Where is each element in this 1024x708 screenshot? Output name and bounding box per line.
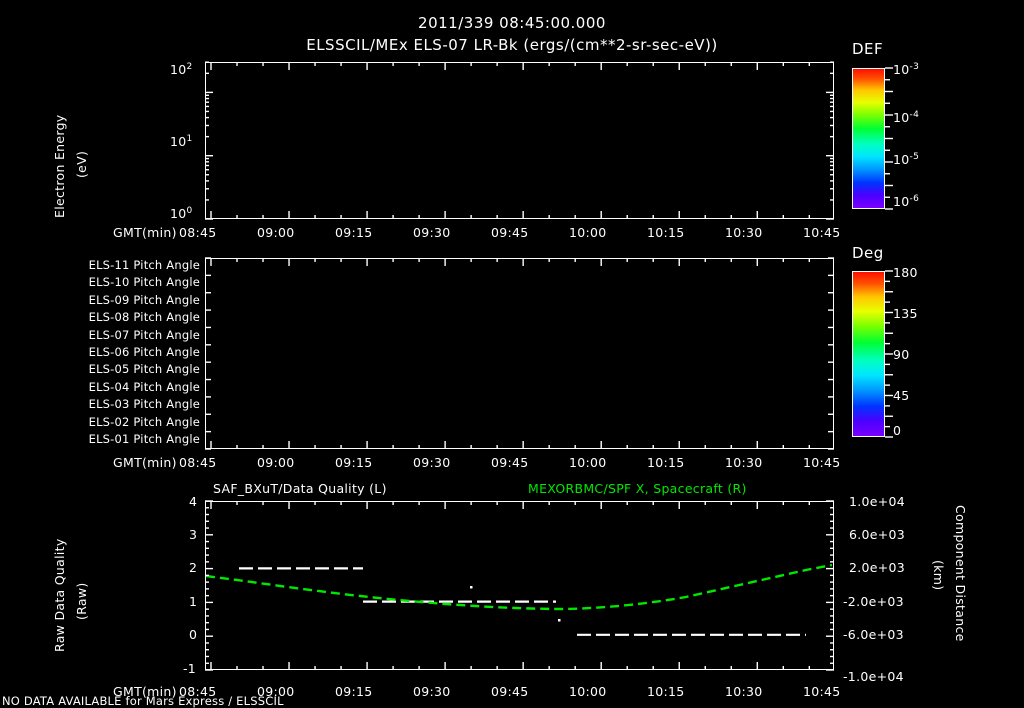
energy-ylabel-units: (eV) [74, 151, 101, 193]
xtick-label: 09:15 [335, 225, 373, 240]
xtick-label: 08:45 [179, 225, 217, 240]
pitch-row-label: ELS-09 Pitch Angle [88, 292, 200, 307]
colorbar-deg-tick: 135 [893, 306, 918, 321]
energy-ytick-1: 100 [170, 206, 193, 222]
quality-ytick: 1 [189, 594, 198, 609]
energy-xtick-labels: 08:45 09:00 09:15 09:30 09:45 10:00 10:1… [179, 225, 840, 241]
pitch-row-label: ELS-10 Pitch Angle [88, 275, 200, 290]
data-quality-trace [239, 567, 806, 636]
quality-ylabel-units: (Raw) [74, 582, 112, 635]
colorbar-def-tick: 10-5 [893, 152, 920, 168]
xtick-label: 08:45 [179, 455, 217, 470]
colorbar-def[interactable] [852, 68, 885, 209]
colorbar-def-tick: 10-3 [893, 62, 920, 78]
energy-xaxis-label: GMT(min) [113, 225, 177, 240]
quality-ytick-right: -2.0e+03 [843, 594, 904, 609]
quality-ytick: 4 [189, 494, 198, 509]
pitch-row-label: ELS-06 Pitch Angle [88, 344, 200, 359]
pitch-xaxis-label: GMT(min) [113, 455, 177, 470]
quality-ylabel-right-units: (km) [931, 560, 976, 590]
header-datetime: 2011/339 08:45:00.000 [418, 14, 606, 32]
xtick-label: 09:00 [257, 455, 295, 470]
colorbar-def-tick: 10-6 [893, 194, 920, 210]
xtick-label: 08:45 [179, 684, 217, 699]
xtick-label: 10:45 [803, 684, 841, 699]
trace-marker [470, 586, 473, 589]
xtick-label: 09:45 [491, 225, 529, 240]
pitch-row-labels: ELS-11 Pitch Angle ELS-10 Pitch Angle EL… [68, 257, 200, 448]
energy-ytick-100: 102 [170, 62, 193, 78]
quality-ytick: 3 [189, 527, 198, 542]
colorbar-deg-title: Deg [852, 244, 884, 262]
xtick-label: 10:00 [569, 684, 607, 699]
quality-ylabel: Raw Data Quality [52, 538, 166, 667]
energy-spectrogram-panel[interactable] [205, 62, 834, 219]
quality-ylabel-line1: Raw Data Quality [52, 538, 67, 652]
pitch-row-label: ELS-05 Pitch Angle [88, 362, 200, 377]
pitch-angle-panel[interactable] [205, 258, 834, 449]
xtick-label: 09:45 [491, 684, 529, 699]
quality-ytick-right: 1.0e+04 [849, 494, 906, 509]
xtick-label: 10:15 [647, 455, 685, 470]
energy-panel-ticks [205, 62, 834, 219]
xtick-label: 10:00 [569, 225, 607, 240]
energy-ylabel-line2: (eV) [74, 150, 89, 178]
xtick-label: 09:30 [413, 455, 451, 470]
colorbar-deg-tick: 0 [893, 423, 902, 438]
quality-xtick-labels: 08:45 09:00 09:15 09:30 09:45 10:00 10:1… [179, 684, 840, 700]
xtick-label: 10:45 [803, 225, 841, 240]
quality-ytick-right: -6.0e+03 [843, 627, 904, 642]
data-quality-panel[interactable] [205, 501, 834, 670]
xtick-label: 10:45 [803, 455, 841, 470]
xtick-label: 10:15 [647, 684, 685, 699]
pitch-row-label: ELS-02 Pitch Angle [88, 414, 200, 429]
pitch-row-label: ELS-07 Pitch Angle [88, 327, 200, 342]
quality-ytick: 2 [189, 560, 198, 575]
status-message: NO DATA AVAILABLE for Mars Express / ELS… [2, 694, 284, 708]
quality-ytick: 0 [189, 627, 198, 642]
spacecraft-distance-trace [206, 563, 832, 611]
xtick-label: 09:30 [413, 225, 451, 240]
xtick-label: 10:30 [725, 455, 763, 470]
energy-ylabel-line1: Electron Energy [52, 114, 67, 218]
xtick-label: 09:45 [491, 455, 529, 470]
quality-ytick-right: -1.0e+04 [843, 669, 904, 684]
energy-ytick-10: 101 [170, 134, 193, 150]
quality-ytick-right: 6.0e+03 [849, 527, 906, 542]
quality-ylabel-line2: (Raw) [74, 582, 89, 620]
xtick-label: 09:00 [257, 684, 295, 699]
xtick-label: 10:15 [647, 225, 685, 240]
trace-marker [558, 619, 561, 622]
pitch-xtick-labels: 08:45 09:00 09:15 09:30 09:45 10:00 10:1… [179, 455, 840, 471]
quality-title-left: SAF_BXuT/Data Quality (L) [213, 481, 387, 496]
xtick-label: 09:30 [413, 684, 451, 699]
colorbar-deg[interactable] [852, 271, 885, 437]
pitch-row-label: ELS-08 Pitch Angle [88, 310, 200, 325]
header-subtitle: ELSSCIL/MEx ELS-07 LR-Bk (ergs/(cm**2-sr… [306, 36, 718, 54]
quality-ylabel-right: Component Distance [953, 505, 1024, 642]
colorbar-deg-tick: 180 [893, 265, 918, 280]
quality-ytick: -1 [183, 661, 197, 676]
quality-plot-svg [206, 563, 832, 636]
xtick-label: 09:15 [335, 455, 373, 470]
quality-xaxis-label: GMT(min) [113, 684, 177, 699]
xtick-label: 09:00 [257, 225, 295, 240]
xtick-label: 10:00 [569, 455, 607, 470]
quality-title-right: MEXORBMC/SPF X, Spacecraft (R) [528, 481, 747, 496]
pitch-row-label: ELS-11 Pitch Angle [88, 258, 200, 272]
pitch-row-label: ELS-04 Pitch Angle [88, 379, 200, 394]
xtick-label: 10:30 [725, 684, 763, 699]
pitch-row-label: ELS-01 Pitch Angle [88, 431, 200, 446]
colorbar-def-tick: 10-4 [893, 110, 920, 126]
colorbar-deg-tick: 45 [893, 388, 910, 403]
colorbar-def-title: DEF [852, 40, 884, 58]
xtick-label: 10:30 [725, 225, 763, 240]
colorbar-deg-tick: 90 [893, 347, 910, 362]
quality-ylabel-right-line2: (km) [931, 560, 946, 591]
pitch-row-label: ELS-03 Pitch Angle [88, 397, 200, 412]
quality-ytick-right: 2.0e+03 [849, 560, 906, 575]
xtick-label: 09:15 [335, 684, 373, 699]
